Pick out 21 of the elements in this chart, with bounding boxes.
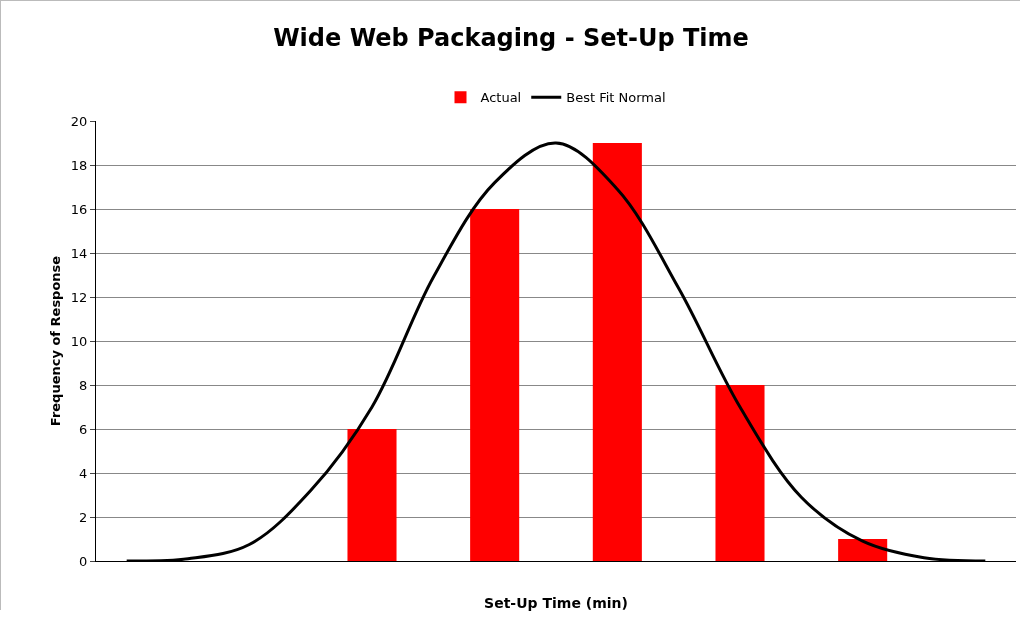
bar [592, 143, 642, 561]
x-axis-title: Set-Up Time (min) [484, 595, 628, 611]
y-tick-label: 14 [70, 245, 88, 261]
legend-label: Best Fit Normal [566, 90, 666, 106]
chart-title: Wide Web Packaging - Set-Up Time [273, 24, 749, 52]
y-tick-label: 10 [70, 333, 88, 349]
bar [470, 209, 520, 561]
y-tick-label: 6 [79, 421, 88, 437]
y-axis-title: Frequency of Response [48, 255, 63, 427]
y-tick-label: 2 [79, 509, 88, 525]
y-tick-label: 12 [70, 289, 88, 305]
bar [715, 385, 765, 561]
y-tick-label: 0 [79, 553, 88, 569]
y-tick-label: 16 [70, 201, 88, 217]
y-tick-label: 8 [79, 377, 88, 393]
y-tick-label: 20 [70, 113, 88, 129]
bar [347, 429, 397, 561]
y-tick-label: 4 [79, 465, 88, 481]
legend-label: Actual [480, 90, 522, 106]
y-tick-label: 18 [70, 157, 88, 173]
bar [838, 539, 888, 561]
